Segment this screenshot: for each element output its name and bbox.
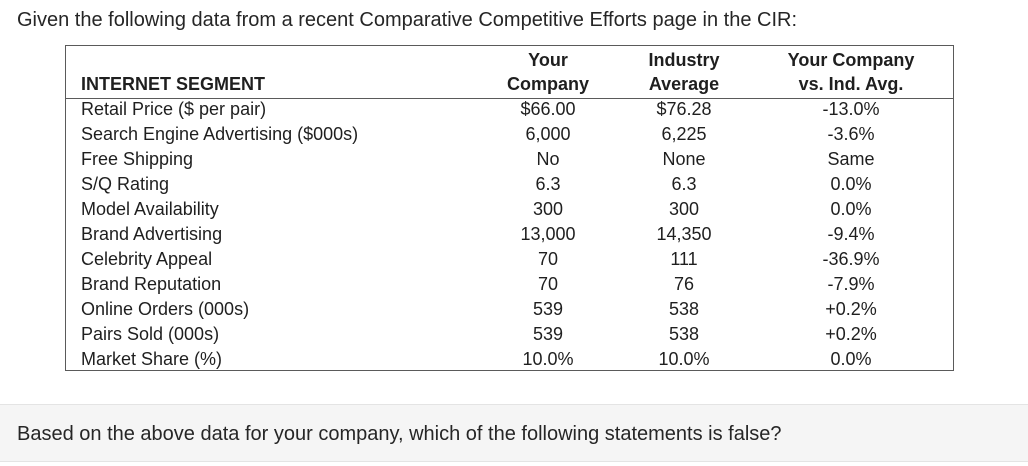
row-label: Market Share (%) (81, 349, 223, 369)
question-panel: Based on the above data for your company… (0, 404, 1028, 462)
table-row: Online Orders (000s) 539 538 +0.2% (66, 297, 953, 322)
industry-average-value: 76 (673, 274, 695, 294)
vs-average-value: 0.0% (830, 199, 872, 219)
your-company-value: 10.0% (522, 349, 574, 369)
vs-average-value: 0.0% (830, 174, 872, 194)
table-row: Retail Price ($ per pair) $66.00 $76.28 … (66, 97, 953, 122)
vs-average-value: -7.9% (827, 274, 875, 294)
row-label: Online Orders (000s) (81, 299, 250, 319)
your-company-value: 70 (537, 274, 559, 294)
table-row: Celebrity Appeal 70 111 -36.9% (66, 247, 953, 272)
vs-average-value: +0.2% (825, 299, 877, 319)
your-company-value: 539 (532, 299, 564, 319)
vs-average-value: -36.9% (822, 249, 880, 269)
industry-average-value: 14,350 (656, 224, 712, 244)
industry-average-value: 10.0% (658, 349, 710, 369)
your-company-value: 300 (532, 199, 564, 219)
industry-average-value: 6,225 (661, 124, 707, 144)
table-row: Brand Advertising 13,000 14,350 -9.4% (66, 222, 953, 247)
header-internet-segment: INTERNET SEGMENT (81, 74, 266, 94)
your-company-value: 539 (532, 324, 564, 344)
your-company-value: 70 (537, 249, 559, 269)
header-industry-average-line1: Industry (648, 50, 720, 70)
header-your-company-line2: Company (506, 74, 589, 94)
row-label: Retail Price ($ per pair) (81, 99, 267, 119)
your-company-value: 6.3 (535, 174, 561, 194)
row-label: Brand Advertising (81, 224, 223, 244)
vs-average-value: -13.0% (822, 99, 880, 119)
header-industry-average: Industry Average (626, 48, 742, 96)
table-row: Pairs Sold (000s) 539 538 +0.2% (66, 322, 953, 347)
header-your-company-line1: Your (528, 50, 568, 70)
vs-average-value: +0.2% (825, 324, 877, 344)
table-row: S/Q Rating 6.3 6.3 0.0% (66, 172, 953, 197)
row-label: Search Engine Advertising ($000s) (81, 124, 359, 144)
row-label: Celebrity Appeal (81, 249, 213, 269)
question-text: Based on the above data for your company… (17, 423, 782, 445)
industry-average-value: None (662, 149, 706, 169)
table-row: Brand Reputation 70 76 -7.9% (66, 272, 953, 297)
row-label: Pairs Sold (000s) (81, 324, 220, 344)
row-label: Free Shipping (81, 149, 194, 169)
vs-average-value: -3.6% (827, 124, 875, 144)
industry-average-value: $76.28 (656, 99, 712, 119)
industry-average-value: 6.3 (671, 174, 697, 194)
industry-average-value: 538 (668, 324, 700, 344)
industry-average-value: 538 (668, 299, 700, 319)
your-company-value: 6,000 (525, 124, 571, 144)
competitive-efforts-table: INTERNET SEGMENT Your Company Industry A… (65, 45, 954, 371)
vs-average-value: 0.0% (830, 349, 872, 369)
header-vs-industry-average: Your Company vs. Ind. Avg. (766, 48, 936, 96)
row-label: Brand Reputation (81, 274, 222, 294)
table-body: Retail Price ($ per pair) $66.00 $76.28 … (66, 97, 953, 372)
row-label: Model Availability (81, 199, 219, 219)
your-company-value: 13,000 (520, 224, 576, 244)
industry-average-value: 111 (670, 249, 698, 269)
table-row: Model Availability 300 300 0.0% (66, 197, 953, 222)
header-your-company: Your Company (490, 48, 606, 96)
header-vs-average-line1: Your Company (787, 50, 915, 70)
header-divider (66, 98, 953, 99)
industry-average-value: 300 (668, 199, 700, 219)
header-vs-average-line2: vs. Ind. Avg. (798, 74, 904, 94)
row-label: S/Q Rating (81, 174, 170, 194)
table-row: Search Engine Advertising ($000s) 6,000 … (66, 122, 953, 147)
table-row: Free Shipping No None Same (66, 147, 953, 172)
table-row: Market Share (%) 10.0% 10.0% 0.0% (66, 347, 953, 372)
vs-average-value: -9.4% (827, 224, 875, 244)
header-industry-average-line2: Average (648, 74, 720, 94)
your-company-value: $66.00 (520, 99, 576, 119)
intro-text: Given the following data from a recent C… (17, 9, 798, 31)
your-company-value: No (536, 149, 560, 169)
vs-average-value: Same (827, 149, 875, 169)
